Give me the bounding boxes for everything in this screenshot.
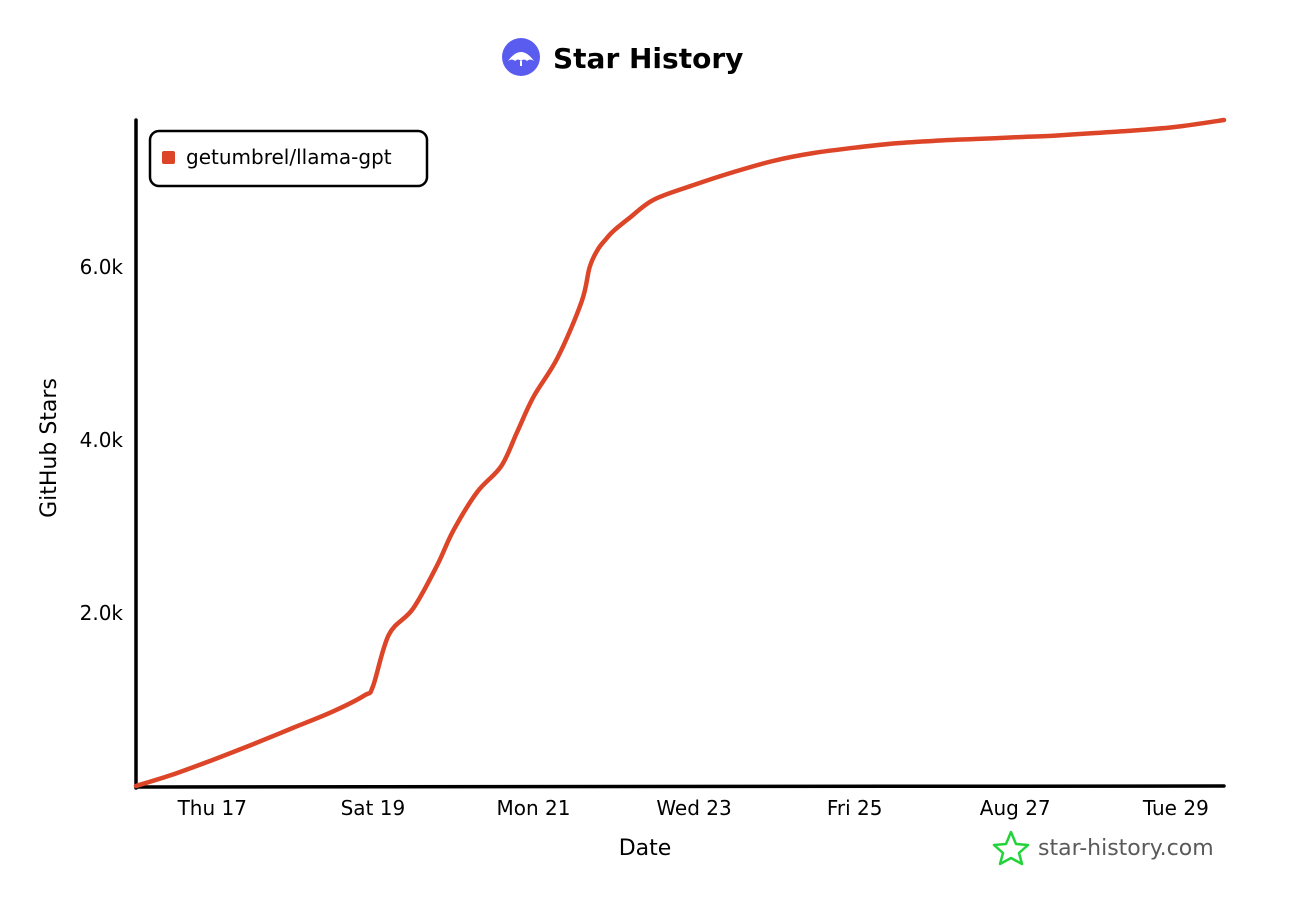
x-tick-label: Thu 17 bbox=[177, 796, 247, 820]
y-tick-label: 2.0k bbox=[80, 601, 124, 625]
x-tick-label: Wed 23 bbox=[656, 796, 731, 820]
y-axis-ticks: 2.0k 4.0k 6.0k bbox=[80, 255, 124, 625]
x-tick-label: Sat 19 bbox=[341, 796, 406, 820]
x-tick-label: Aug 27 bbox=[980, 796, 1051, 820]
x-tick-label: Fri 25 bbox=[827, 796, 883, 820]
y-tick-label: 6.0k bbox=[80, 255, 124, 279]
watermark: star-history.com bbox=[992, 830, 1214, 866]
legend-swatch-icon bbox=[162, 151, 175, 164]
umbrella-logo-icon bbox=[502, 38, 540, 76]
y-axis-label: GitHub Stars bbox=[37, 378, 62, 518]
series-line-llama-gpt bbox=[133, 117, 1227, 789]
chart-title: Star History bbox=[553, 42, 743, 75]
x-axis-line bbox=[134, 784, 1226, 789]
legend-box bbox=[148, 129, 429, 188]
legend: getumbrel/llama-gpt bbox=[148, 129, 429, 188]
legend-label: getumbrel/llama-gpt bbox=[186, 145, 392, 169]
x-tick-label: Mon 21 bbox=[496, 796, 570, 820]
y-tick-label: 4.0k bbox=[80, 428, 124, 452]
star-outline-icon bbox=[992, 830, 1030, 866]
x-axis-label: Date bbox=[619, 836, 672, 861]
x-axis-ticks: Thu 17 Sat 19 Mon 21 Wed 23 Fri 25 Aug 27 Tue … bbox=[177, 796, 1209, 820]
x-tick-label: Tue 29 bbox=[1142, 796, 1209, 820]
chart-title-group: Star History bbox=[502, 38, 743, 76]
watermark-text: star-history.com bbox=[1038, 836, 1214, 861]
